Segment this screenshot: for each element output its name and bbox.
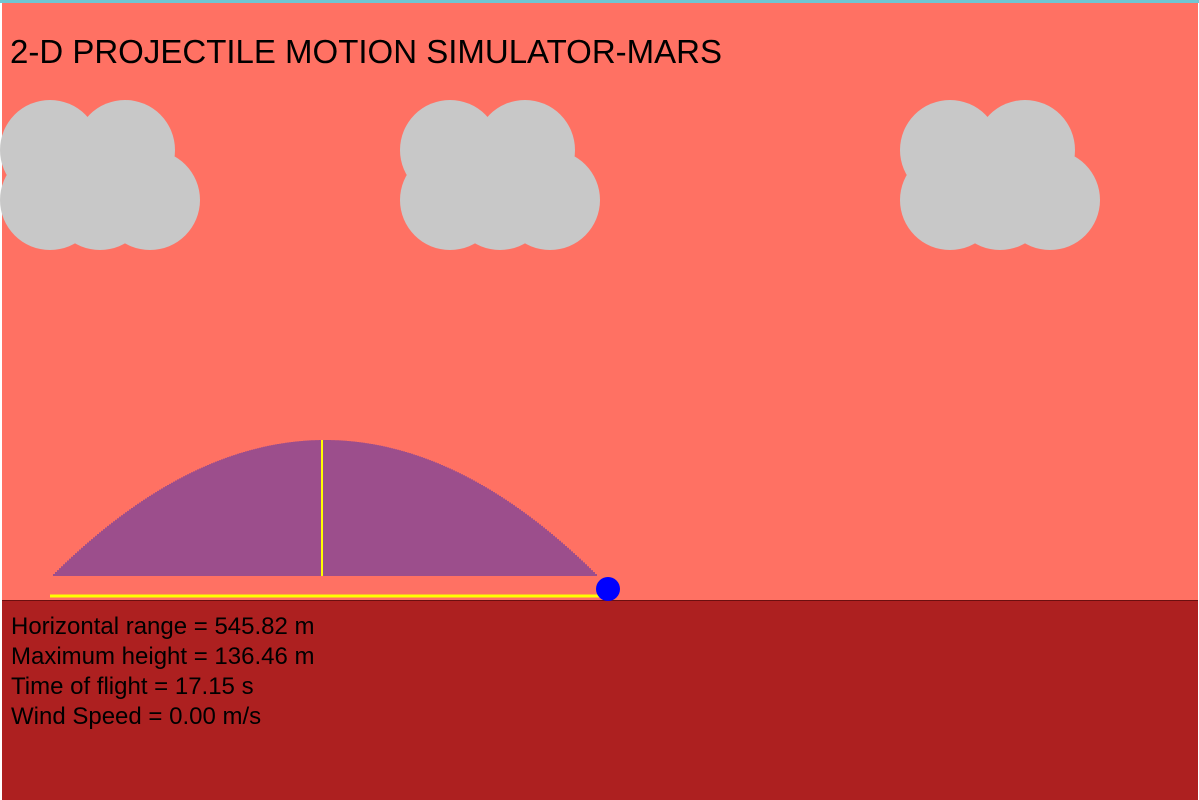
cloud-puff bbox=[500, 150, 600, 250]
ground-area bbox=[2, 600, 1198, 800]
maximum-height-text: Maximum height = 136.46 m bbox=[11, 643, 315, 670]
clouds-layer bbox=[0, 100, 1100, 250]
horizontal-range-text: Horizontal range = 545.82 m bbox=[11, 613, 315, 640]
cloud-puff bbox=[100, 150, 200, 250]
sky-background bbox=[2, 3, 1198, 600]
wind-speed-text: Wind Speed = 0.00 m/s bbox=[11, 703, 262, 730]
trajectory-hatch bbox=[53, 440, 597, 576]
page-title: 2-D PROJECTILE MOTION SIMULATOR-MARS bbox=[10, 33, 723, 70]
results-panel: Horizontal range = 545.82 m Maximum heig… bbox=[11, 612, 315, 732]
time-of-flight-text: Time of flight = 17.15 s bbox=[11, 673, 254, 700]
cloud-icon bbox=[0, 100, 200, 250]
cloud-icon bbox=[900, 100, 1100, 250]
projectile-ball-icon bbox=[596, 577, 620, 601]
cloud-puff bbox=[1000, 150, 1100, 250]
window-top-strip bbox=[0, 0, 1199, 3]
cloud-icon bbox=[400, 100, 600, 250]
